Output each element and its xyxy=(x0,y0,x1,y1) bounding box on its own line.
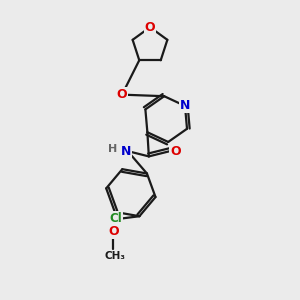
Text: O: O xyxy=(170,145,181,158)
Text: CH₃: CH₃ xyxy=(104,251,125,261)
Text: H: H xyxy=(108,144,117,154)
Text: O: O xyxy=(145,21,155,34)
Text: N: N xyxy=(121,145,131,158)
Text: O: O xyxy=(108,225,119,239)
Text: N: N xyxy=(180,99,190,112)
Text: Cl: Cl xyxy=(110,212,122,225)
Text: O: O xyxy=(117,88,127,101)
